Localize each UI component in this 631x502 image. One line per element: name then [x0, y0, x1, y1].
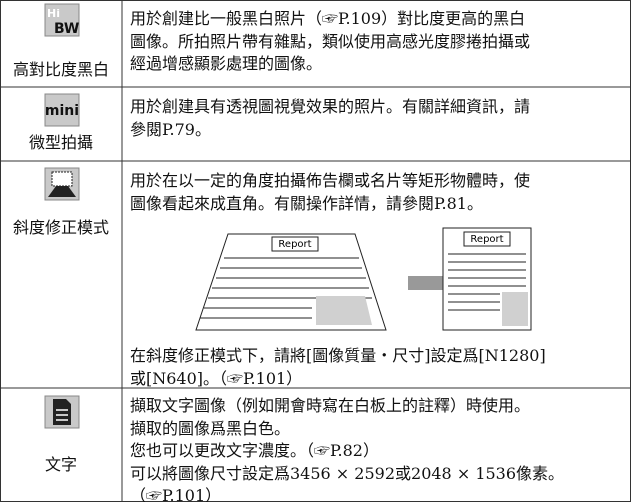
- description-line: 用於創建具有透視圖視覺效果的照片。有關詳細資訊，請: [130, 97, 531, 116]
- icons: [44, 3, 80, 429]
- figure-label: Report: [470, 234, 503, 245]
- description-line: 用於創建比一般黑白照片（☞P.109）對比度更高的黑白: [130, 9, 526, 28]
- icon-text: mini: [45, 103, 79, 119]
- icon-text: Hi: [47, 7, 60, 20]
- description-line: 您也可以更改文字濃度。（☞P.82）: [130, 441, 379, 460]
- description-line: 用於在以一定的角度拍攝佈告欄或名片等矩形物體時，使: [130, 171, 531, 190]
- icon-text: BW: [54, 21, 79, 37]
- row-name: 文字: [44, 455, 77, 474]
- description-line: 圖像。所拍照片帶有雜點，類似使用高感光度膠捲拍攝或: [130, 31, 531, 51]
- figure-label: Report: [278, 239, 311, 250]
- row-name: 斜度修正模式: [12, 218, 109, 237]
- figure: Report Report: [195, 227, 532, 331]
- note-line: 或[N640]。（☞P.101）: [130, 368, 303, 388]
- description-line: 擷取文字圖像（例如開會時寫在白板上的註釋）時使用。: [130, 396, 531, 415]
- icon-texts: Hi BW mini: [45, 7, 79, 119]
- description-line: 參閱P.79。: [130, 119, 211, 139]
- description-line: 圖像看起來成直角。有關操作詳情，請參閱P.81。: [130, 193, 483, 213]
- description-line: （☞P.101）: [130, 486, 222, 502]
- row-name: 高對比度黑白: [12, 60, 109, 79]
- description-line: 可以將圖像尺寸設定爲3456 × 2592或2048 × 1536像素。: [130, 463, 565, 483]
- description-line: 經過增感顯影處理的圖像。: [130, 54, 323, 73]
- description-line: 擷取的圖像爲黑白色。: [130, 418, 291, 438]
- note-line: 在斜度修正模式下，請將[圖像質量・尺寸]設定爲[N1280]: [130, 346, 546, 365]
- row-name: 微型拍攝: [28, 133, 93, 152]
